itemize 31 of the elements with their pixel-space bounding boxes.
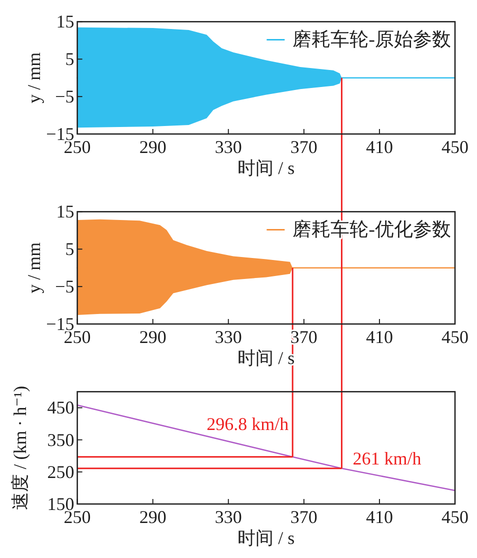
y-tick-label: 450 bbox=[47, 398, 74, 418]
x-tick-label: 410 bbox=[366, 507, 393, 527]
x-tick-label: 370 bbox=[290, 137, 318, 157]
x-tick-label: 330 bbox=[214, 137, 242, 157]
x-tick-label: 290 bbox=[139, 327, 166, 347]
x-tick-label: 410 bbox=[366, 137, 393, 157]
y-axis-title: 速度 / (km · h⁻¹) bbox=[10, 386, 30, 510]
y-tick-label: 350 bbox=[47, 430, 74, 450]
y-tick-label: −5 bbox=[55, 276, 74, 297]
x-axis-title: 时间 / s bbox=[238, 528, 295, 548]
y-axis-title: y / mm bbox=[24, 242, 44, 294]
x-tick-label: 330 bbox=[214, 327, 242, 347]
y-tick-label: 5 bbox=[65, 49, 74, 70]
x-tick-label: 450 bbox=[442, 327, 468, 347]
y-tick-label: −5 bbox=[55, 86, 74, 107]
y-tick-label: 15 bbox=[56, 202, 74, 222]
x-tick-label: 290 bbox=[139, 507, 166, 527]
annotation: 296.8 km/h bbox=[206, 414, 289, 434]
x-tick-label: 290 bbox=[139, 137, 166, 157]
annotation: 261 km/h bbox=[352, 448, 422, 468]
y-tick-label: 250 bbox=[47, 462, 74, 482]
x-tick-label: 330 bbox=[214, 507, 242, 527]
y-tick-label: 15 bbox=[56, 12, 74, 32]
x-axis-title: 时间 / s bbox=[238, 158, 295, 178]
x-tick-label: 410 bbox=[366, 327, 393, 347]
x-tick-label: 450 bbox=[442, 507, 468, 527]
y-axis-title: y / mm bbox=[24, 52, 44, 104]
x-tick-label: 450 bbox=[442, 137, 468, 157]
x-tick-label: 370 bbox=[290, 507, 318, 527]
y-tick-label: 5 bbox=[65, 239, 74, 260]
legend-label: 磨耗车轮-原始参数 bbox=[292, 28, 451, 51]
